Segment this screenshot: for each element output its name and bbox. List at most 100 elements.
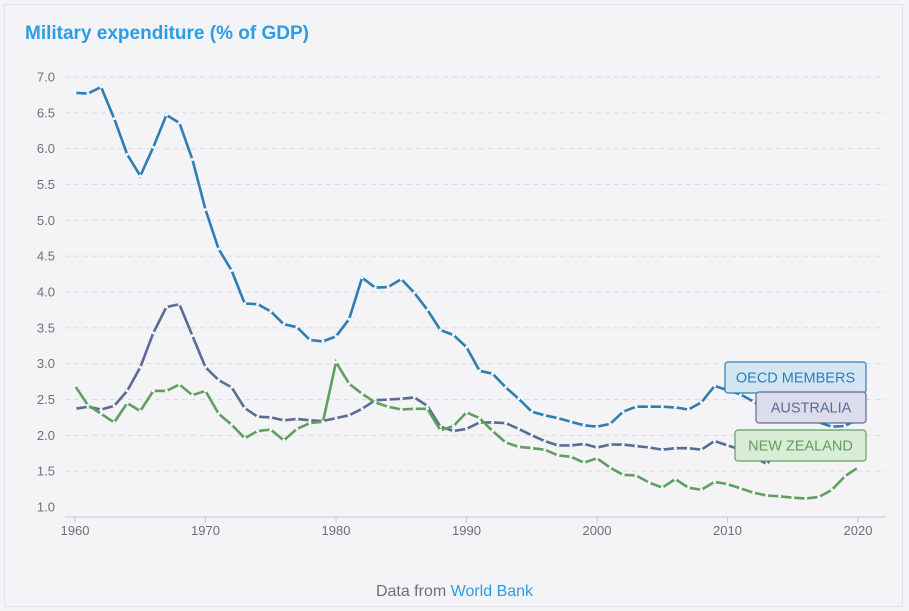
data-point[interactable] (321, 339, 325, 343)
data-point[interactable] (438, 328, 442, 332)
data-point[interactable] (269, 428, 273, 432)
data-point[interactable] (347, 317, 351, 321)
data-point[interactable] (647, 405, 651, 409)
data-point[interactable] (660, 486, 664, 490)
data-point[interactable] (230, 385, 234, 389)
data-point[interactable] (660, 448, 664, 452)
data-point[interactable] (543, 448, 547, 452)
data-point[interactable] (217, 412, 221, 416)
data-point[interactable] (752, 400, 756, 404)
data-point[interactable] (569, 455, 573, 459)
data-point[interactable] (204, 208, 207, 212)
data-point[interactable] (726, 443, 729, 447)
data-point[interactable] (412, 407, 416, 411)
data-point[interactable] (438, 428, 442, 432)
data-point[interactable] (217, 247, 221, 251)
data-point[interactable] (686, 486, 690, 490)
data-point[interactable] (634, 405, 638, 409)
data-point[interactable] (386, 405, 390, 409)
data-point[interactable] (504, 441, 508, 444)
data-point[interactable] (530, 446, 534, 450)
data-point[interactable] (491, 372, 495, 376)
data-point[interactable] (99, 85, 103, 89)
data-point[interactable] (517, 397, 521, 401)
data-point[interactable] (164, 305, 168, 309)
data-point[interactable] (478, 420, 482, 424)
data-point[interactable] (386, 398, 390, 401)
data-point[interactable] (504, 385, 508, 389)
data-point[interactable] (177, 121, 181, 125)
data-point[interactable] (504, 421, 508, 425)
data-point[interactable] (569, 443, 573, 447)
data-point[interactable] (621, 410, 625, 414)
data-point[interactable] (843, 474, 847, 478)
data-point[interactable] (739, 393, 743, 396)
data-point[interactable] (295, 325, 299, 329)
data-point[interactable] (425, 404, 429, 408)
data-point[interactable] (530, 433, 534, 437)
data-point[interactable] (308, 338, 312, 342)
data-point[interactable] (386, 285, 390, 289)
data-point[interactable] (478, 369, 482, 373)
world-bank-link[interactable]: World Bank (450, 583, 534, 600)
data-point[interactable] (125, 152, 129, 156)
data-point[interactable] (99, 412, 103, 416)
data-point[interactable] (465, 427, 468, 431)
data-point[interactable] (517, 427, 521, 431)
data-point[interactable] (412, 291, 416, 295)
data-point[interactable] (412, 395, 416, 399)
data-point[interactable] (373, 286, 377, 290)
data-point[interactable] (360, 407, 364, 411)
data-point[interactable] (752, 491, 756, 495)
data-point[interactable] (321, 420, 325, 424)
data-point[interactable] (608, 422, 612, 426)
series-label[interactable]: NEW ZEALAND (734, 429, 867, 462)
data-point[interactable] (256, 302, 260, 306)
data-point[interactable] (334, 416, 338, 420)
data-point[interactable] (243, 302, 247, 305)
data-point[interactable] (465, 410, 468, 414)
data-point[interactable] (686, 408, 690, 411)
data-point[interactable] (491, 420, 495, 424)
data-point[interactable] (621, 473, 625, 477)
data-point[interactable] (804, 496, 808, 500)
data-point[interactable] (230, 423, 234, 427)
data-point[interactable] (347, 413, 351, 417)
data-point[interactable] (125, 401, 129, 405)
data-point[interactable] (739, 486, 743, 490)
data-point[interactable] (360, 276, 364, 280)
data-point[interactable] (73, 384, 77, 388)
data-point[interactable] (295, 417, 299, 421)
data-point[interactable] (699, 400, 703, 404)
data-point[interactable] (830, 425, 834, 429)
data-point[interactable] (726, 482, 729, 486)
data-point[interactable] (373, 400, 377, 404)
data-point[interactable] (478, 416, 482, 420)
data-point[interactable] (86, 403, 90, 407)
data-point[interactable] (425, 308, 429, 312)
data-point[interactable] (425, 407, 429, 411)
data-point[interactable] (86, 92, 90, 95)
data-point[interactable] (138, 174, 142, 178)
data-point[interactable] (204, 389, 207, 393)
data-point[interactable] (856, 466, 860, 470)
data-point[interactable] (243, 436, 247, 440)
data-point[interactable] (543, 439, 547, 443)
data-point[interactable] (399, 277, 403, 281)
data-point[interactable] (282, 438, 286, 442)
data-point[interactable] (556, 453, 560, 457)
data-point[interactable] (713, 439, 716, 443)
data-point[interactable] (190, 334, 194, 338)
data-point[interactable] (608, 466, 612, 470)
data-point[interactable] (112, 117, 116, 121)
data-point[interactable] (138, 365, 142, 369)
series-label[interactable]: OECD MEMBERS (724, 361, 867, 394)
data-point[interactable] (673, 405, 677, 409)
data-point[interactable] (177, 382, 181, 386)
data-point[interactable] (778, 494, 782, 498)
data-point[interactable] (673, 477, 677, 481)
data-point[interactable] (595, 446, 599, 449)
data-point[interactable] (699, 488, 703, 492)
data-point[interactable] (608, 443, 612, 447)
data-point[interactable] (73, 91, 77, 95)
